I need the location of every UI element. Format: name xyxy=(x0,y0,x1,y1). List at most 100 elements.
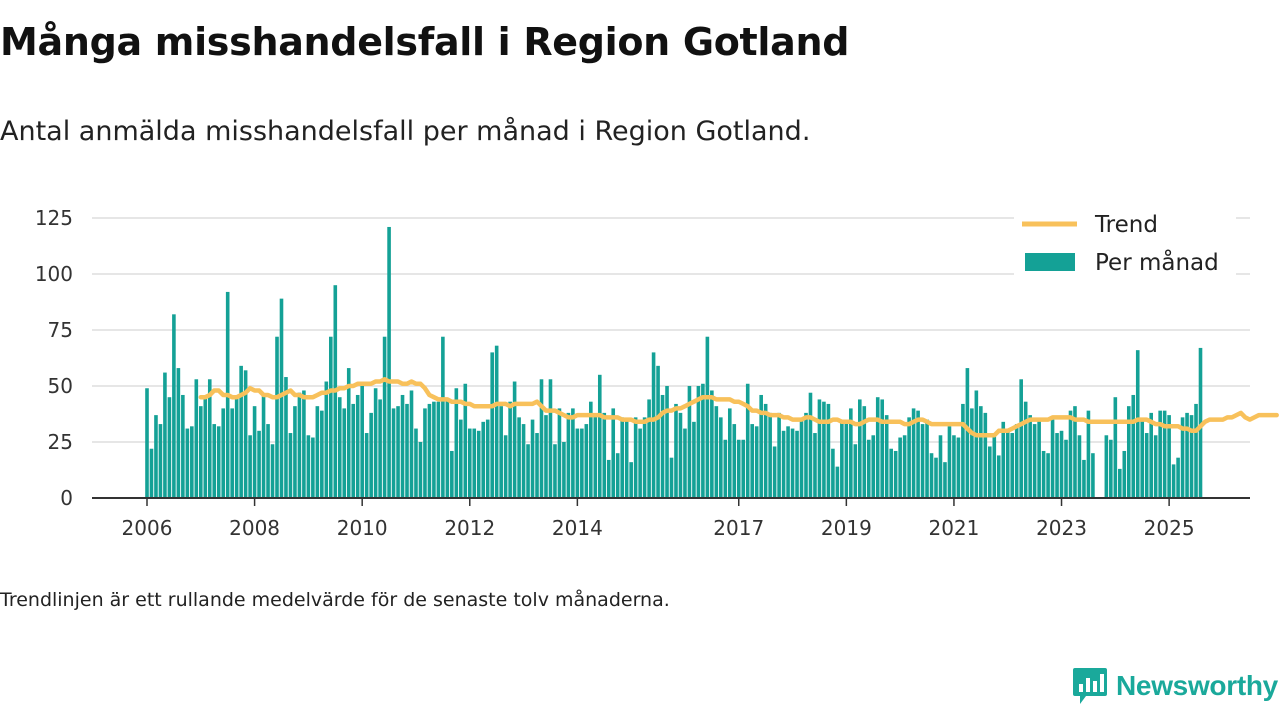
bar xyxy=(284,377,288,498)
bar xyxy=(884,415,889,498)
bar xyxy=(548,379,553,498)
bar xyxy=(674,403,678,498)
bar xyxy=(1149,412,1153,498)
bar xyxy=(459,419,463,498)
bar xyxy=(1082,459,1086,498)
bar xyxy=(920,424,925,498)
bar xyxy=(145,388,149,498)
bar xyxy=(167,397,172,498)
bar xyxy=(638,428,642,498)
bar xyxy=(337,397,342,498)
bar xyxy=(763,403,768,498)
bar xyxy=(373,388,378,498)
bar xyxy=(1064,439,1068,498)
y-tick-label: 50 xyxy=(48,374,73,398)
bar xyxy=(849,408,853,498)
newsworthy-logo[interactable]: Newsworthy xyxy=(1072,666,1278,706)
bar xyxy=(315,406,320,498)
bar xyxy=(692,421,696,498)
bar xyxy=(589,401,593,498)
bar xyxy=(1041,450,1046,498)
bar xyxy=(320,410,324,498)
bar xyxy=(952,435,956,498)
bar xyxy=(517,417,521,498)
bar xyxy=(409,390,414,498)
y-tick-label: 0 xyxy=(60,486,73,510)
bar xyxy=(606,459,611,498)
x-axis xyxy=(92,497,1250,506)
bar xyxy=(759,394,763,498)
bar xyxy=(562,442,566,498)
bar xyxy=(808,392,813,498)
bar xyxy=(1059,430,1064,498)
bar xyxy=(983,412,988,498)
bar xyxy=(1010,433,1015,498)
bar xyxy=(405,403,409,498)
bar xyxy=(1068,410,1073,498)
bar xyxy=(1091,453,1095,498)
bar xyxy=(293,406,297,498)
bar xyxy=(996,455,1001,498)
x-tick-label: 2023 xyxy=(1036,516,1087,540)
bar xyxy=(781,430,786,498)
y-tick-label: 100 xyxy=(35,262,73,286)
bar xyxy=(1189,415,1194,498)
bar xyxy=(1118,468,1122,498)
bar xyxy=(1185,412,1189,498)
bar xyxy=(396,406,400,498)
bar xyxy=(432,401,436,498)
bar xyxy=(790,428,795,498)
bar xyxy=(911,408,916,498)
legend-label-trend: Trend xyxy=(1094,212,1158,238)
bar xyxy=(1162,410,1167,498)
bar xyxy=(248,435,252,498)
bar xyxy=(678,412,683,498)
bar xyxy=(306,435,311,498)
legend-bar-swatch xyxy=(1025,253,1075,271)
bar xyxy=(302,390,306,498)
bar xyxy=(1055,433,1059,498)
bar xyxy=(346,368,351,498)
bar xyxy=(754,426,759,498)
bar xyxy=(777,412,781,498)
bar xyxy=(943,462,947,498)
bar xyxy=(190,426,194,498)
bar xyxy=(1144,433,1149,498)
bar xyxy=(351,403,356,498)
bar xyxy=(252,406,257,498)
bar xyxy=(364,433,369,498)
bar xyxy=(288,433,293,498)
x-tick-label: 2010 xyxy=(337,516,388,540)
bar xyxy=(741,439,746,498)
footnote: Trendlinjen är ett rullande medelvärde f… xyxy=(0,589,670,611)
bar xyxy=(467,428,472,498)
bar xyxy=(786,426,790,498)
bar xyxy=(266,424,270,498)
bar xyxy=(1135,350,1140,498)
bar xyxy=(732,424,737,498)
bar xyxy=(423,408,427,498)
bar xyxy=(369,412,373,498)
bar xyxy=(1104,435,1109,498)
bar xyxy=(799,419,804,498)
bar xyxy=(970,408,974,498)
bar xyxy=(844,421,849,498)
bar xyxy=(880,399,885,498)
bar xyxy=(858,399,862,498)
bar xyxy=(902,435,907,498)
chart-legend: Trend Per månad xyxy=(1014,210,1236,280)
bar xyxy=(1073,406,1077,498)
trend-line-group xyxy=(198,377,1279,438)
bar xyxy=(342,408,347,498)
bar xyxy=(719,417,723,498)
bar xyxy=(795,430,799,498)
legend-label-per-manad: Per månad xyxy=(1095,248,1219,276)
bar xyxy=(329,336,333,498)
bar xyxy=(1176,457,1180,498)
bar xyxy=(279,298,284,498)
bar xyxy=(683,428,687,498)
bar xyxy=(696,386,701,498)
bar xyxy=(1198,347,1203,498)
bar xyxy=(866,439,871,498)
bar xyxy=(871,435,876,498)
